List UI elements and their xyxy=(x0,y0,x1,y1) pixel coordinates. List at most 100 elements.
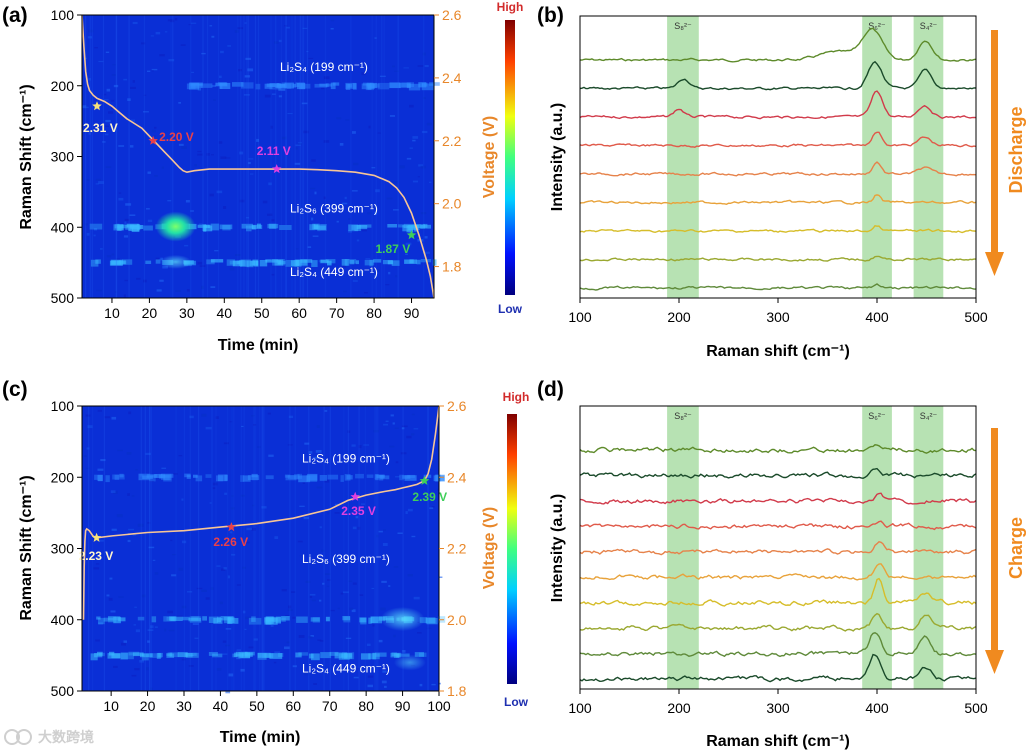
heatmap-c-speckle xyxy=(110,610,116,613)
heatmap-a-hotspot-li2s4 xyxy=(159,254,192,269)
heatmap-c-speckle xyxy=(95,639,100,642)
heatmap-c-speckle xyxy=(413,596,420,600)
spectrum-b-8 xyxy=(579,255,976,262)
heatmap-c-speckle xyxy=(147,522,151,524)
spectrum-b-9 xyxy=(579,283,976,291)
spectrum-b-3 xyxy=(579,90,977,120)
heatmap-c-speckle xyxy=(417,632,422,634)
heatmap-c-speckle xyxy=(324,410,328,412)
heatmap-a-speckle xyxy=(87,36,93,39)
heatmap-a-speckle xyxy=(102,141,106,143)
heatmap-c-band-streak xyxy=(368,617,372,624)
heatmap-c-band-streak xyxy=(368,653,380,660)
y2-tick-label-c: 1.8 xyxy=(447,683,467,699)
heatmap-c-vstreak xyxy=(88,406,90,691)
heatmap-a-band-streak xyxy=(332,82,340,86)
heatmap-c-speckle xyxy=(287,444,293,446)
heatmap-a-speckle xyxy=(405,242,412,246)
heatmap-c-speckle xyxy=(394,427,399,429)
heatmap-c-speckle xyxy=(401,427,405,430)
heatmap-a-speckle xyxy=(123,78,128,81)
heatmap-a-band-streak xyxy=(197,224,210,228)
heatmap-c-speckle xyxy=(116,514,123,518)
heatmap-c-speckle xyxy=(216,565,221,567)
heatmap-a-band-streak xyxy=(296,83,306,90)
heatmap-c-speckle xyxy=(154,572,159,575)
heatmap-c-speckle xyxy=(149,480,154,482)
heatmap-a-speckle xyxy=(141,42,146,45)
heatmap-c-vstreak xyxy=(377,406,379,691)
heatmap-a-band-streak xyxy=(197,83,202,91)
voltage-curve-line-c xyxy=(82,405,440,620)
heatmap-a-band-streak xyxy=(210,259,224,263)
heatmap-c-speckle xyxy=(382,670,387,673)
heatmap-a-vstreak xyxy=(423,15,425,298)
heatmap-c-band-streak xyxy=(264,617,270,623)
heatmap-a-band-streak xyxy=(373,259,382,263)
heatmap-a-speckle xyxy=(106,255,112,258)
heatmap-c-speckle xyxy=(236,584,241,586)
heatmap-c-speckle xyxy=(313,683,317,685)
heatmap-a-speckle xyxy=(389,115,395,117)
heatmap-a-vstreak xyxy=(240,15,242,298)
watermark-text: 大数跨境 xyxy=(38,729,94,745)
heatmap-c-speckle xyxy=(319,640,324,642)
heatmap-c-band-streak xyxy=(217,474,228,482)
voltage-marker-c-2 xyxy=(226,522,237,532)
heatmap-a-band-streak xyxy=(269,223,277,229)
heatmap-c-speckle xyxy=(352,582,357,585)
heatmap-a-speckle xyxy=(243,94,250,96)
heatmap-c-speckle xyxy=(309,593,316,596)
heatmap-c-vstreak xyxy=(240,406,242,691)
heatmap-a-speckle xyxy=(394,70,399,72)
x-tick-label-c: 60 xyxy=(285,698,301,714)
heatmap-a-vstreak xyxy=(243,15,245,298)
heatmap-a-speckle xyxy=(178,143,184,146)
heatmap-c-speckle xyxy=(349,607,354,610)
heatmap-c-speckle xyxy=(438,682,441,685)
heatmap-c-band-streak xyxy=(163,616,176,622)
heatmap-c-speckle xyxy=(168,629,175,632)
heatmap-c-band-streak xyxy=(247,475,260,480)
heatmap-c-background xyxy=(82,406,439,691)
heatmap-c-speckle xyxy=(367,675,374,678)
heatmap-a-speckle xyxy=(197,153,203,156)
heatmap-a-speckle xyxy=(408,231,413,234)
heatmap-c-band-streak xyxy=(159,474,166,479)
peak-band-d-3 xyxy=(913,406,944,689)
heatmap-a-species-label: Li₂S₆ (399 cm⁻¹) xyxy=(290,202,378,216)
heatmap-c-speckle xyxy=(357,526,361,530)
heatmap-a-band-streak xyxy=(252,259,259,266)
heatmap-a-speckle xyxy=(190,22,197,24)
heatmap-c-speckle xyxy=(181,498,184,501)
heatmap-c-speckle xyxy=(397,532,403,534)
heatmap-a-vstreak xyxy=(350,15,352,298)
heatmap-c-band-streak xyxy=(257,652,267,660)
heatmap-a-band-streak xyxy=(264,83,273,89)
heatmap-a-band-streak xyxy=(300,83,311,89)
heatmap-c-speckle xyxy=(383,423,388,426)
spectrum-b-6 xyxy=(579,194,977,206)
heatmap-c-speckle xyxy=(431,683,436,686)
heatmap-c-band-streak xyxy=(319,475,327,481)
heatmap-c-speckle xyxy=(371,587,375,589)
heatmap-c-speckle xyxy=(127,539,131,543)
heatmap-a-speckle xyxy=(247,68,254,72)
spectrum-d-6 xyxy=(579,563,977,581)
heatmap-a-band-streak xyxy=(241,223,253,229)
heatmap-c-speckle xyxy=(270,624,274,627)
heatmap-a-speckle xyxy=(245,57,251,60)
heatmap-a-band-streak xyxy=(351,225,355,230)
heatmap-c-band-streak xyxy=(223,616,230,624)
heatmap-a-speckle xyxy=(417,65,424,67)
y-tick-label-c: 400 xyxy=(51,612,75,628)
heatmap-a-vstreak xyxy=(291,15,293,298)
heatmap-a-band-streak xyxy=(408,83,421,91)
heatmap-c-band-streak xyxy=(404,475,417,481)
heatmap-a-speckle xyxy=(312,235,319,237)
heatmap-a-speckle xyxy=(112,64,116,66)
heatmap-c-speckle xyxy=(231,495,234,497)
heatmap-c-speckle xyxy=(150,625,154,629)
heatmap-a-speckle xyxy=(147,171,151,174)
heatmap-c-speckle xyxy=(85,414,91,417)
